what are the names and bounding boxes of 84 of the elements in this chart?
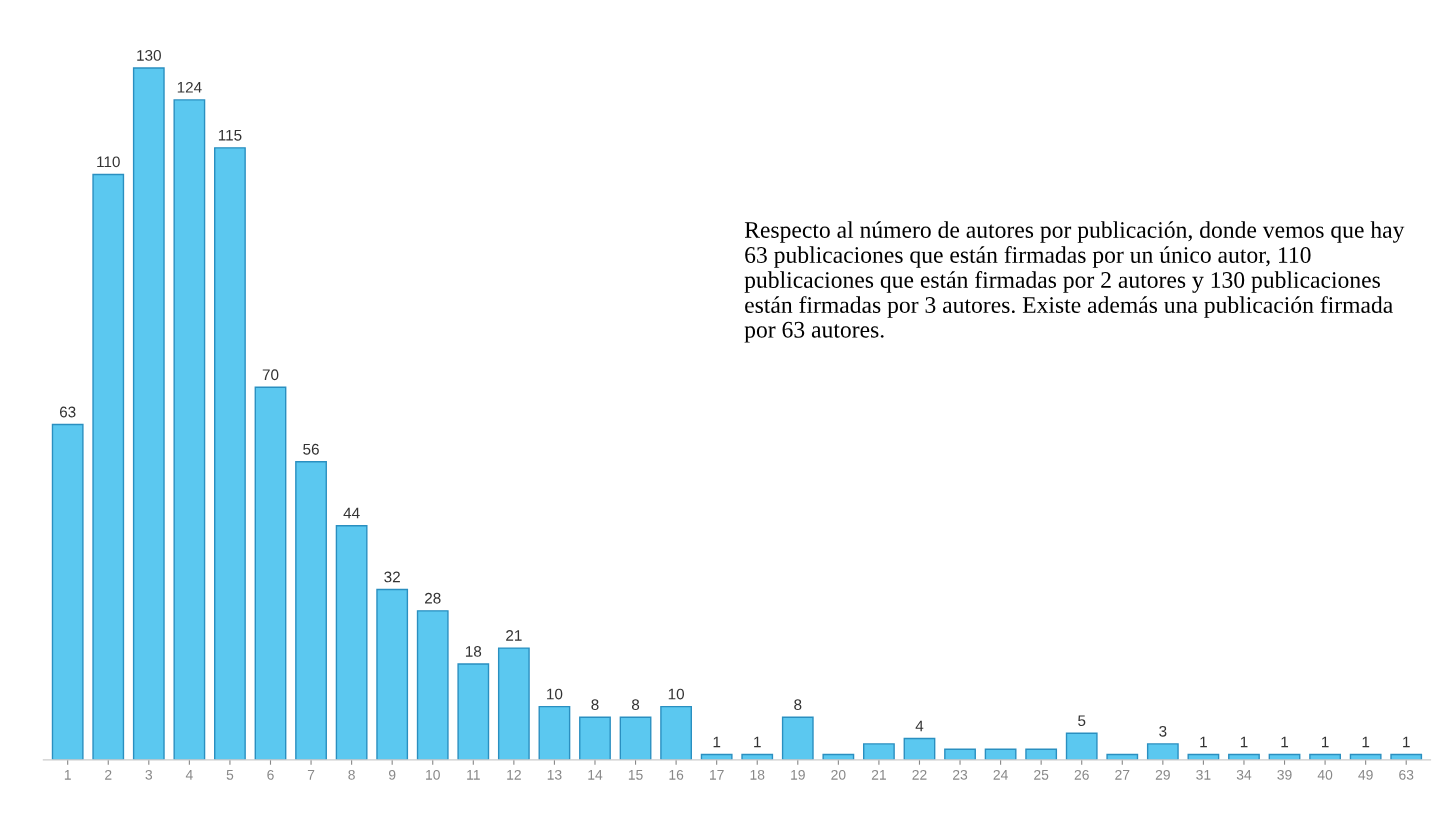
bar xyxy=(376,588,409,760)
data-label: 8 xyxy=(631,699,640,711)
bar xyxy=(538,705,571,760)
bar xyxy=(335,524,368,760)
bar xyxy=(457,663,490,760)
bar xyxy=(781,716,814,760)
bar xyxy=(254,386,287,760)
x-tick-label: 16 xyxy=(669,769,684,780)
data-label: 1 xyxy=(1281,736,1289,748)
x-tick-label: 22 xyxy=(912,769,927,780)
x-tick-label: 40 xyxy=(1317,769,1333,780)
bar xyxy=(619,716,652,760)
x-tick-label: 15 xyxy=(628,770,643,780)
data-label: 10 xyxy=(547,688,563,700)
x-tick-label: 27 xyxy=(1115,769,1130,780)
x-tick-label: 1 xyxy=(64,770,71,780)
x-tick-label: 24 xyxy=(993,769,1008,780)
bar xyxy=(295,461,327,760)
data-label: 63 xyxy=(59,406,76,418)
x-tick-label: 25 xyxy=(1034,769,1049,780)
x-tick-label: 13 xyxy=(547,769,562,780)
data-label: 56 xyxy=(303,443,319,455)
data-label: 3 xyxy=(1159,725,1167,737)
bar xyxy=(132,67,165,760)
x-tick-label: 4 xyxy=(185,770,193,780)
data-label: 1 xyxy=(1362,736,1370,748)
x-tick-label: 5 xyxy=(226,770,234,780)
bar xyxy=(497,647,530,760)
bar xyxy=(1146,743,1179,760)
data-label: 10 xyxy=(668,688,685,700)
data-label: 1 xyxy=(713,736,721,748)
x-tick-label: 39 xyxy=(1277,769,1292,780)
data-label: 4 xyxy=(915,720,924,732)
bar xyxy=(173,99,206,760)
x-tick-label: 14 xyxy=(588,770,603,780)
data-label: 70 xyxy=(262,369,279,381)
bar xyxy=(92,173,125,760)
bar xyxy=(579,716,611,760)
x-tick-label: 20 xyxy=(831,769,846,780)
bar xyxy=(1065,732,1098,760)
data-label: 124 xyxy=(177,81,202,93)
x-tick-label: 26 xyxy=(1074,769,1089,780)
x-tick-label: 21 xyxy=(871,769,886,780)
bar xyxy=(214,147,246,760)
x-tick-label: 17 xyxy=(710,770,724,780)
data-label: 1 xyxy=(1322,736,1329,748)
bar xyxy=(51,423,84,760)
annotation: Respecto al número de autores por publicación, donde vemos que hay 63 publicaciones que están firmadas por un único autor, 110 publicaciones que están firmadas por 2 autores y 130 publicaciones están firmadas por 3 autores. Existe además una publicación firmada por 63 autores. xyxy=(744,221,1405,343)
x-tick-label: 49 xyxy=(1358,769,1373,780)
x-tick-label: 2 xyxy=(105,769,112,780)
data-label: 8 xyxy=(794,699,802,711)
bar xyxy=(903,737,936,760)
bar xyxy=(660,705,693,760)
x-tick-label: 3 xyxy=(145,769,153,780)
data-label: 130 xyxy=(137,49,161,61)
data-label: 8 xyxy=(591,699,599,711)
x-tick-label: 11 xyxy=(467,770,480,780)
bar xyxy=(863,743,895,760)
x-tick-label: 19 xyxy=(791,769,805,780)
bar xyxy=(416,610,449,760)
x-tick-label: 12 xyxy=(507,769,521,780)
x-tick-label: 7 xyxy=(307,770,315,780)
data-label: 21 xyxy=(506,630,522,641)
data-label: 5 xyxy=(1078,715,1086,727)
data-label: 28 xyxy=(425,592,441,604)
data-label: 1 xyxy=(1200,736,1207,748)
data-label: 115 xyxy=(218,129,242,141)
x-tick-label: 18 xyxy=(750,769,765,780)
x-tick-label: 6 xyxy=(267,769,274,780)
data-label: 110 xyxy=(97,156,120,168)
x-tick-label: 29 xyxy=(1155,769,1170,780)
data-label: 1 xyxy=(1240,736,1248,748)
data-label: 1 xyxy=(754,736,761,748)
x-tick-label: 31 xyxy=(1196,769,1211,780)
x-tick-label: 8 xyxy=(348,769,355,780)
data-label: 1 xyxy=(1403,736,1410,748)
data-label: 18 xyxy=(465,646,482,657)
x-tick-label: 23 xyxy=(953,769,968,780)
data-label: 32 xyxy=(384,571,400,583)
x-tick-label: 34 xyxy=(1236,769,1252,780)
x-tick-label: 9 xyxy=(388,769,396,780)
data-label: 44 xyxy=(343,507,360,519)
x-tick-label: 63 xyxy=(1399,769,1414,780)
x-tick-label: 10 xyxy=(426,769,440,780)
